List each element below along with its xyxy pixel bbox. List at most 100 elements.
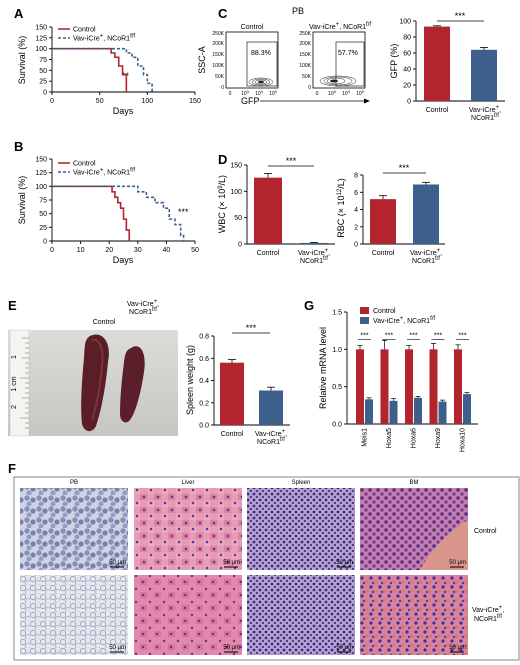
g-category-Hoxa6: Hoxa6 bbox=[411, 428, 418, 448]
c-flow-xtick-10-3: 103 bbox=[241, 89, 250, 97]
panel-e: E Control Vav-iCre+, NCoR1f/f 1 cm bbox=[8, 298, 290, 446]
c-flow2-ytick-100k: 100K bbox=[299, 63, 311, 69]
g-bar-Hoxa6-control bbox=[405, 349, 413, 424]
f-row-ko-line1: Vav-iCre+, bbox=[472, 605, 504, 614]
c-flow-ytick-100k: 100K bbox=[212, 63, 224, 69]
e-photo-control-label: Control bbox=[93, 319, 116, 326]
b-ytick-75: 75 bbox=[39, 198, 47, 205]
panel-label-c: C bbox=[218, 6, 228, 21]
d-wbc-ytick-50: 50 bbox=[234, 215, 242, 222]
f-scale-pb-ko: 50 μm bbox=[109, 645, 126, 651]
b-xtick-50: 50 bbox=[191, 247, 199, 254]
g-ytick-0.0: 0.0 bbox=[332, 422, 342, 429]
g-ytick-1.0: 1.0 bbox=[332, 347, 342, 354]
a-legend-ko: Vav-iCre+, NCoR1f/f bbox=[73, 34, 135, 43]
g-bar-Hoxa5-control bbox=[380, 349, 389, 424]
f-image-liver-control bbox=[134, 488, 242, 570]
f-scalebars bbox=[110, 566, 464, 653]
g-legend-ko-swatch bbox=[360, 317, 369, 324]
d-wbc-ytick-100: 100 bbox=[230, 189, 242, 196]
g-significance-Meis1: *** bbox=[360, 332, 368, 339]
c-flow-xtick-10-5: 105 bbox=[269, 89, 278, 97]
c-flow-control bbox=[225, 31, 279, 89]
c-flow-ytick-150k: 150K bbox=[212, 52, 224, 58]
f-scale-liver-ko: 50 μm bbox=[223, 645, 240, 651]
g-category-Hoxa5: Hoxa5 bbox=[386, 428, 393, 448]
c-bar-area bbox=[424, 25, 497, 102]
g-significance-Hoxa5: *** bbox=[385, 332, 393, 339]
panel-d: D 150 100 50 0 WBC (× 109/L) *** Control… bbox=[217, 152, 445, 265]
e-bar-1 bbox=[259, 390, 283, 425]
panel-label-f: F bbox=[8, 461, 16, 476]
d-rbc-bar-1 bbox=[413, 184, 439, 244]
c-cat-control: Control bbox=[426, 107, 449, 114]
b-xtick-30: 30 bbox=[134, 247, 142, 254]
c-flow2-ytick-50k: 50K bbox=[302, 74, 312, 80]
c-bar-0 bbox=[424, 26, 450, 102]
f-col-liver: Liver bbox=[181, 480, 194, 486]
d-rbc-ytick-2: 2 bbox=[354, 224, 358, 231]
c-ytick-100: 100 bbox=[399, 19, 411, 26]
d-wbc-cat-ko-line1: Vav-iCre+, bbox=[298, 248, 330, 257]
b-ytick-0: 0 bbox=[43, 239, 47, 246]
d-wbc-cat-ko-line2: NCoR1f/f bbox=[300, 256, 328, 265]
f-image-spleen-control bbox=[247, 488, 355, 570]
c-flow-xtick-10-4: 104 bbox=[255, 89, 264, 97]
c-flow-ytick-200k: 200K bbox=[212, 41, 224, 47]
g-ytick-1.5: 1.5 bbox=[332, 310, 342, 317]
panel-c: C PB Control Vav-iCre+, NCoR1f/f 88.3% 5… bbox=[197, 6, 505, 122]
panel-label-b: B bbox=[14, 139, 23, 154]
a-ylabel: Survival (%) bbox=[17, 36, 27, 85]
f-image-pb-ko bbox=[20, 575, 128, 655]
g-legend-control: Control bbox=[373, 308, 396, 315]
b-xtick-0: 0 bbox=[50, 247, 54, 254]
d-wbc-ylabel: WBC (× 109/L) bbox=[217, 175, 227, 233]
panel-a-axes bbox=[49, 26, 196, 95]
c-cat-ko-line2: NCoR1f/f bbox=[471, 113, 499, 122]
c-ytick-60: 60 bbox=[403, 51, 411, 58]
b-xtick-40: 40 bbox=[163, 247, 171, 254]
panel-label-a: A bbox=[14, 6, 24, 21]
a-xtick-0: 0 bbox=[50, 98, 54, 105]
g-significance-Hoxa9: *** bbox=[434, 332, 442, 339]
d-rbc-ytick-4: 4 bbox=[354, 207, 358, 214]
d-wbc-significance: *** bbox=[286, 156, 297, 166]
g-bar-Hoxa9-ko bbox=[438, 401, 447, 424]
f-scale-pb-control: 50 μm bbox=[109, 560, 126, 566]
f-image-pb-control bbox=[20, 488, 128, 570]
e-ytick-0.8: 0.8 bbox=[199, 334, 209, 341]
c-control-percent: 88.3% bbox=[251, 50, 271, 57]
g-bar-Hoxa10-control bbox=[454, 349, 462, 424]
f-scale-bm-control: 50 μm bbox=[449, 560, 466, 566]
c-flow-ylabel: SSC-A bbox=[197, 46, 207, 74]
a-ytick-50: 50 bbox=[39, 68, 47, 75]
b-ytick-125: 125 bbox=[35, 170, 47, 177]
b-ytick-100: 100 bbox=[35, 184, 47, 191]
c-flow2-ytick-150k: 150K bbox=[299, 52, 311, 58]
c-ytick-20: 20 bbox=[403, 83, 411, 90]
c-bar-1 bbox=[471, 49, 497, 101]
e-cat-control: Control bbox=[221, 431, 244, 438]
a-plot-area bbox=[52, 47, 153, 92]
b-ylabel: Survival (%) bbox=[17, 176, 27, 225]
c-flow-ko bbox=[312, 31, 366, 89]
e-cat-ko-line2: NCoR1f/f bbox=[257, 437, 285, 446]
c-flow2-xtick-0: 0 bbox=[316, 91, 319, 97]
c-flow2-xtick-10-3: 103 bbox=[328, 89, 337, 97]
d-rbc-ylabel: RBC (× 1012/L) bbox=[336, 178, 346, 237]
d-rbc-ytick-8: 8 bbox=[354, 173, 358, 180]
e-photo-ko-label-line1: Vav-iCre+, bbox=[127, 299, 159, 308]
b-ytick-150: 150 bbox=[35, 157, 47, 164]
c-ytick-40: 40 bbox=[403, 67, 411, 74]
a-xtick-100: 100 bbox=[141, 98, 153, 105]
a-ytick-75: 75 bbox=[39, 57, 47, 64]
g-category-Meis1: Meis1 bbox=[362, 428, 369, 447]
b-xlabel: Days bbox=[113, 255, 134, 265]
panel-f: F PB Liver Spleen BM 50 μm 50 μm 50 μm 5… bbox=[8, 461, 520, 661]
e-ruler-mark-1: 1 bbox=[11, 355, 18, 359]
d-wbc-bar-1 bbox=[300, 242, 328, 244]
a-xtick-150: 150 bbox=[189, 98, 201, 105]
c-significance: *** bbox=[455, 11, 466, 21]
d-rbc-ytick-0: 0 bbox=[354, 242, 358, 249]
